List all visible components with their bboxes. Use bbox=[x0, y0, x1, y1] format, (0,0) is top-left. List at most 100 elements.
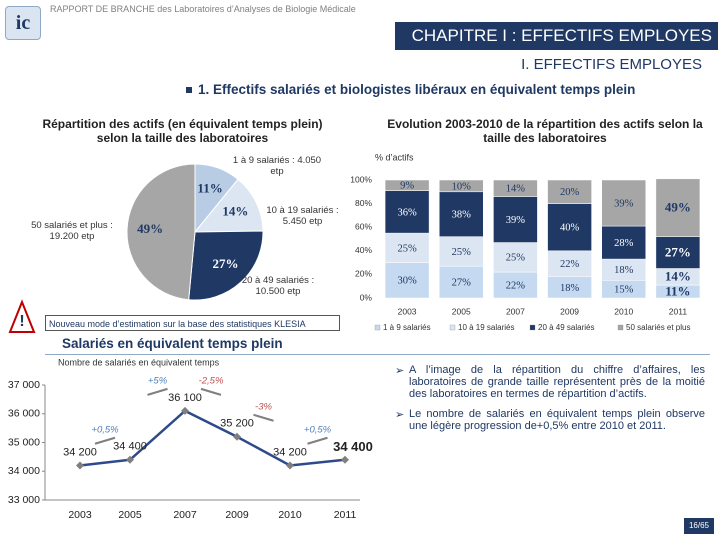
change-annotation: +0,5% bbox=[91, 424, 119, 435]
bar-segment bbox=[547, 179, 592, 204]
bar-value-label: 40% bbox=[560, 223, 580, 234]
x-tick-label: 2009 bbox=[560, 306, 579, 316]
bar-value-label: 22% bbox=[506, 280, 526, 291]
bar-value-label: 25% bbox=[506, 253, 526, 264]
y-tick-label: 60% bbox=[355, 221, 372, 231]
line-title: Nombre de salariés en équivalent temps bbox=[58, 357, 220, 367]
bar-value-label: 49% bbox=[665, 200, 691, 215]
line-chart: Nombre de salariés en équivalent temps 33… bbox=[8, 357, 373, 521]
bar-value-label: 15% bbox=[614, 285, 634, 296]
point-marker bbox=[76, 461, 84, 470]
x-tick-label: 2010 bbox=[614, 306, 633, 316]
x-tick-label: 2005 bbox=[452, 306, 471, 316]
legend-swatch bbox=[617, 324, 624, 331]
y-tick-label: 100% bbox=[350, 174, 372, 184]
x-tick-label: 2007 bbox=[173, 509, 197, 521]
slice-category: 10 à 19 salariés : 5.450 etp bbox=[266, 205, 339, 227]
slice-label: 49% bbox=[137, 221, 163, 236]
bar-segment bbox=[384, 179, 430, 191]
x-tick-label: 2003 bbox=[398, 306, 417, 316]
bar-title: Evolution 2003-2010 de la répartition de… bbox=[387, 117, 703, 145]
legend-label: 1 à 9 salariés bbox=[383, 323, 431, 332]
x-tick-label: 2003 bbox=[68, 509, 92, 521]
bullet-item: ➢ A l’image de la répartition du chiffre … bbox=[395, 364, 705, 400]
bar-value-label: 39% bbox=[506, 215, 526, 226]
pie-chart: 11%14% 27% 49% bbox=[126, 163, 264, 301]
slice-category: 50 salariés et plus : 19.200 etp bbox=[31, 220, 113, 242]
pie-slice bbox=[188, 230, 264, 301]
bar-value-label: 14% bbox=[665, 269, 691, 284]
bar-segment bbox=[601, 179, 646, 227]
bullet-text: Le nombre de salariés en équivalent temp… bbox=[409, 408, 705, 432]
point-marker bbox=[126, 455, 134, 464]
bar-value-label: 20% bbox=[560, 187, 580, 198]
point-label: 36 100 bbox=[168, 392, 202, 404]
point-label: 35 200 bbox=[220, 418, 254, 430]
point-marker bbox=[341, 455, 349, 464]
legend-swatch bbox=[529, 324, 536, 331]
bar-value-label: 28% bbox=[614, 238, 634, 249]
slice-category: 1 à 9 salariés : 4.050 etp bbox=[232, 155, 322, 177]
y-tick-label: 35 000 bbox=[8, 436, 40, 448]
y-tick-label: 33 000 bbox=[8, 494, 40, 506]
bar-segment bbox=[493, 179, 538, 197]
point-label: 34 200 bbox=[273, 446, 307, 458]
bar-segment bbox=[493, 196, 538, 243]
subheading: Salariés en équivalent temps plein bbox=[62, 336, 283, 351]
change-arrow bbox=[94, 436, 116, 445]
pie-slice bbox=[126, 163, 196, 301]
y-tick-label: 0% bbox=[360, 292, 373, 302]
y-tick-label: 36 000 bbox=[8, 408, 40, 420]
bar-value-label: 38% bbox=[452, 210, 472, 221]
bar-value-label: 18% bbox=[614, 265, 634, 276]
bar-value-label: 27% bbox=[665, 245, 691, 260]
point-marker bbox=[286, 461, 294, 470]
bar-segment bbox=[655, 178, 701, 237]
y-axis-label: % d’actifs bbox=[375, 152, 414, 162]
bar-value-label: 36% bbox=[397, 207, 417, 218]
logo: ic bbox=[5, 6, 41, 40]
slice-label: 11% bbox=[197, 181, 222, 196]
bar-segment bbox=[655, 236, 701, 269]
change-annotation: +0,5% bbox=[304, 424, 332, 435]
x-tick-label: 2011 bbox=[334, 509, 357, 521]
y-tick-label: 80% bbox=[355, 198, 372, 208]
bullet-item: ➢ Le nombre de salariés en équivalent tem… bbox=[395, 408, 705, 432]
pie-slice bbox=[193, 178, 264, 233]
subsection-title: 1. Effectifs salariés et biologistes lib… bbox=[198, 82, 636, 97]
bar-value-label: 9% bbox=[400, 181, 414, 192]
x-tick-label: 2011 bbox=[669, 306, 688, 316]
section-title: I. EFFECTIFS EMPLOYES bbox=[521, 56, 702, 73]
bar-segment bbox=[547, 203, 592, 252]
bar-value-label: 39% bbox=[614, 198, 634, 209]
pie-title: Répartition des actifs (en équivalent te… bbox=[42, 117, 323, 145]
point-label: 34 200 bbox=[63, 446, 97, 458]
x-tick-label: 2010 bbox=[278, 509, 302, 521]
change-arrow bbox=[200, 387, 222, 396]
x-tick-label: 2009 bbox=[225, 509, 249, 521]
legend-label: 50 salariés et plus bbox=[626, 323, 690, 332]
x-tick-label: 2005 bbox=[118, 509, 142, 521]
y-tick-label: 34 000 bbox=[8, 465, 40, 477]
note-box: Nouveau mode d’estimation sur la base de… bbox=[45, 315, 340, 331]
y-tick-label: 40% bbox=[355, 245, 372, 255]
bar-segment bbox=[547, 250, 592, 278]
change-annotation: -3% bbox=[255, 401, 272, 412]
change-arrow bbox=[147, 387, 168, 396]
bar-segment bbox=[439, 191, 484, 237]
warning-icon: ! bbox=[8, 299, 36, 333]
bar-value-label: 30% bbox=[397, 276, 417, 287]
bar-segment bbox=[439, 236, 484, 267]
page-number: 16/65 bbox=[684, 518, 714, 534]
change-arrow bbox=[253, 413, 274, 422]
change-arrow bbox=[307, 436, 328, 445]
bullet-arrow: ➢ bbox=[395, 365, 405, 377]
bar-value-label: 11% bbox=[665, 283, 690, 298]
divider bbox=[45, 354, 710, 355]
slice-label: 27% bbox=[212, 256, 238, 271]
bar-value-label: 25% bbox=[452, 247, 472, 258]
report-title: RAPPORT DE BRANCHE des Laboratoires d’An… bbox=[50, 4, 356, 14]
bar-segment bbox=[493, 271, 538, 299]
legend-swatch bbox=[374, 324, 381, 331]
section-marker bbox=[186, 87, 192, 93]
